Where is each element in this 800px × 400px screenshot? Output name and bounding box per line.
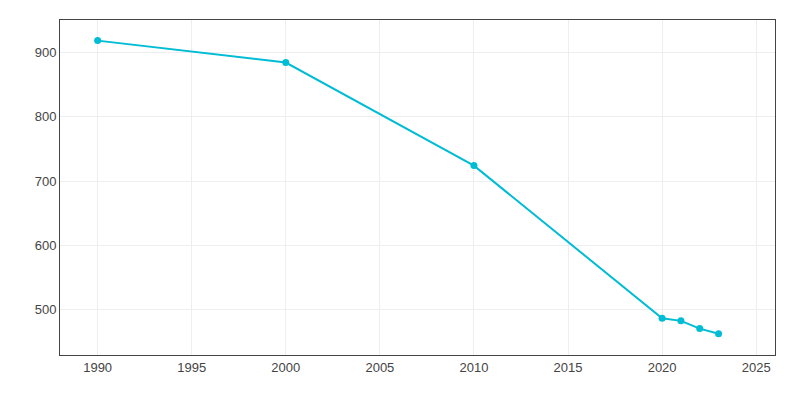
svg-text:800: 800: [35, 109, 57, 124]
svg-text:1990: 1990: [83, 360, 112, 375]
svg-text:2015: 2015: [554, 360, 583, 375]
svg-text:900: 900: [35, 45, 57, 60]
svg-text:2010: 2010: [459, 360, 488, 375]
svg-text:2020: 2020: [648, 360, 677, 375]
svg-text:2005: 2005: [365, 360, 394, 375]
svg-text:700: 700: [35, 174, 57, 189]
svg-text:500: 500: [35, 302, 57, 317]
svg-text:1995: 1995: [177, 360, 206, 375]
svg-text:2000: 2000: [271, 360, 300, 375]
svg-text:600: 600: [35, 238, 57, 253]
svg-text:2025: 2025: [742, 360, 771, 375]
